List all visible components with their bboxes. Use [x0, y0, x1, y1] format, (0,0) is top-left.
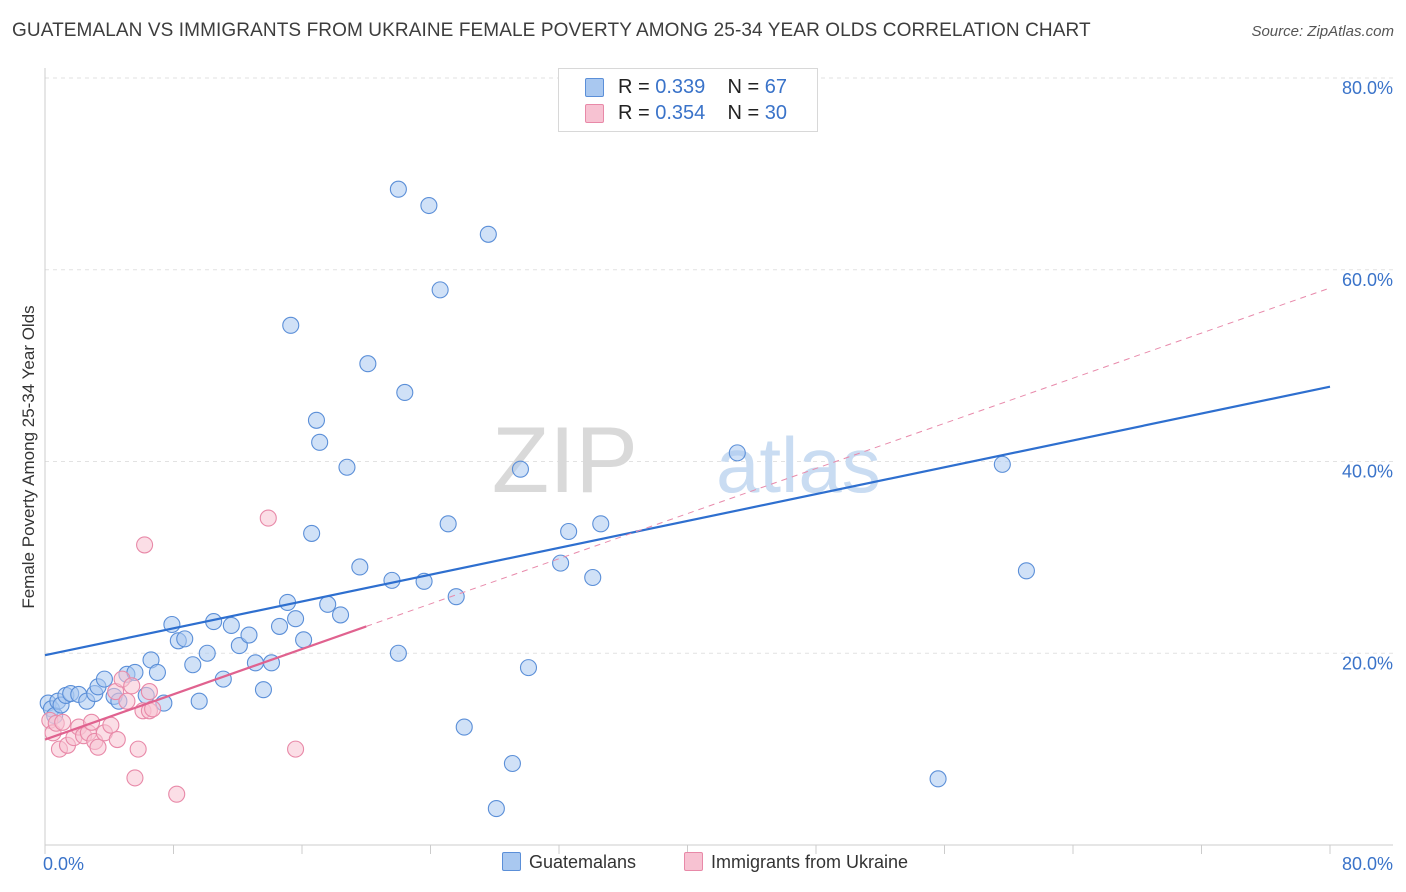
- y-tick-label-20: 20.0%: [1342, 653, 1393, 673]
- ukraine-point: [89, 738, 107, 756]
- guatemalans-point: [338, 458, 356, 476]
- guatemalans-point: [303, 524, 321, 542]
- x-tick-label-max: 80.0%: [1342, 854, 1393, 874]
- ukraine-point: [118, 692, 136, 710]
- r-value: 0.354: [655, 102, 706, 124]
- guatemalans-point: [184, 656, 202, 674]
- guatemalans-point: [592, 515, 610, 533]
- guatemalans-point: [389, 180, 407, 198]
- watermark: ZIP atlas: [492, 407, 881, 512]
- guatemalans-point: [176, 630, 194, 648]
- guatemalans-point: [455, 718, 473, 736]
- legend-item-ukraine[interactable]: Immigrants from Ukraine: [684, 852, 908, 876]
- guatemalans-point: [287, 610, 305, 628]
- guatemalans-point: [148, 663, 166, 681]
- guatemalans-point: [254, 681, 273, 699]
- guatemalans-point: [282, 316, 300, 334]
- legend-label-ukraine: Immigrants from Ukraine: [711, 852, 909, 872]
- guatemalans-point: [1017, 562, 1035, 580]
- ukraine-point: [287, 740, 305, 758]
- guatemalans-point: [230, 637, 248, 655]
- ukraine-point: [136, 536, 154, 554]
- guatemalans-point: [519, 659, 538, 677]
- guatemalans-point: [487, 800, 505, 818]
- ukraine-point: [126, 769, 144, 787]
- ukraine-point: [129, 740, 147, 758]
- guatemalans-point: [439, 515, 457, 533]
- guatemalans-point: [351, 558, 369, 576]
- guatemalans-point: [479, 225, 497, 243]
- guatemalans-point: [396, 383, 414, 402]
- n-label: N =: [727, 76, 760, 98]
- x-tick-label-min: 0.0%: [43, 854, 84, 874]
- n-value: 67: [764, 76, 788, 98]
- ukraine-trend-line: [44, 625, 367, 741]
- ukraine-points: [41, 509, 305, 803]
- guatemalans-point: [728, 444, 746, 462]
- correlation-stats-legend: R = 0.339 N = 67 R = 0.354 N = 30: [558, 68, 818, 132]
- guatemalans-point: [447, 588, 465, 606]
- n-value: 30: [764, 102, 788, 124]
- chart-title: GUATEMALAN VS IMMIGRANTS FROM UKRAINE FE…: [12, 20, 1091, 41]
- guatemalans-point: [420, 196, 438, 215]
- gridlines: [45, 77, 1393, 654]
- legend-label-guatemalans: Guatemalans: [529, 852, 637, 872]
- guatemalans-point: [431, 281, 449, 299]
- chart-source: Source: ZipAtlas.com: [1251, 23, 1394, 40]
- ukraine-point: [123, 677, 141, 695]
- r-value: 0.339: [655, 76, 706, 98]
- ukraine-point: [259, 509, 277, 527]
- guatemalans-point: [198, 644, 216, 662]
- guatemalans-point: [222, 616, 240, 634]
- guatemalans-point: [383, 571, 401, 589]
- legend-item-guatemalans[interactable]: Guatemalans: [502, 852, 636, 876]
- ukraine-point: [54, 713, 72, 731]
- guatemalans-swatch: [585, 78, 604, 97]
- ukraine-point: [102, 716, 120, 734]
- guatemalans-point: [993, 455, 1011, 473]
- watermark-atlas: atlas: [716, 421, 881, 509]
- guatemalans-point: [331, 606, 350, 624]
- guatemalans-point: [307, 411, 326, 429]
- guatemalans-point: [389, 644, 407, 662]
- ukraine-legend-swatch: [684, 852, 703, 871]
- guatemalans-point: [190, 692, 208, 710]
- watermark-zip: ZIP: [492, 407, 638, 512]
- guatemalans-point: [503, 754, 521, 773]
- guatemalans-point: [560, 522, 578, 541]
- y-tick-labels: 20.0% 40.0% 60.0% 80.0%: [1342, 78, 1393, 673]
- guatemalans-point: [319, 595, 337, 613]
- guatemalans-points: [39, 180, 1035, 818]
- guatemalans-trend-line: [44, 385, 1331, 657]
- guatemalans-point: [311, 433, 329, 451]
- r-label: R =: [618, 102, 650, 124]
- n-label: N =: [727, 102, 760, 124]
- y-tick-label-60: 60.0%: [1342, 270, 1393, 290]
- ukraine-trend-extension: [366, 287, 1331, 627]
- y-tick-label-80: 80.0%: [1342, 78, 1393, 98]
- guatemalans-point: [359, 355, 377, 373]
- trend-lines: [44, 287, 1331, 741]
- ukraine-point: [140, 683, 158, 701]
- guatemalans-point: [584, 568, 602, 587]
- ukraine-point: [168, 785, 186, 803]
- guatemalans-point: [929, 770, 947, 788]
- guatemalans-point: [552, 554, 570, 572]
- guatemalans-point: [240, 626, 258, 644]
- guatemalans-point: [270, 617, 289, 635]
- guatemalans-point: [95, 670, 113, 688]
- guatemalans-point: [511, 460, 530, 478]
- r-label: R =: [618, 76, 650, 98]
- ukraine-swatch: [585, 104, 604, 123]
- y-tick-label-40: 40.0%: [1342, 462, 1393, 482]
- guatemalans-legend-swatch: [502, 852, 521, 871]
- ukraine-point: [108, 730, 126, 749]
